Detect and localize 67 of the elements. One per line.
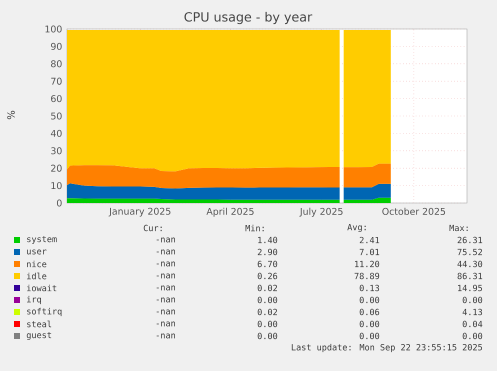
text: 6.70	[258, 260, 278, 268]
legend-label: irq	[27, 296, 41, 304]
text: Cur:	[144, 224, 162, 232]
x-tick-label: July 2025	[299, 208, 343, 217]
text: 75.52	[458, 248, 482, 256]
text: 0.13	[360, 284, 380, 292]
text: 0.02	[258, 308, 278, 316]
text: 0.26	[258, 272, 278, 280]
text: -nan	[156, 310, 175, 314]
y-tick-label: 80	[51, 60, 62, 68]
text: -nan	[156, 322, 175, 326]
y-tick-label: 20	[51, 164, 62, 172]
text: -nan	[156, 298, 175, 302]
text: -nan	[156, 262, 175, 266]
text: 0.00	[360, 320, 380, 328]
text: 2.90	[258, 248, 278, 256]
text: Avg:	[347, 224, 366, 232]
text: -nan	[156, 274, 175, 278]
y-tick-label: 40	[50, 130, 62, 137]
text: 0.00	[360, 332, 380, 340]
text: 0.00	[360, 296, 380, 304]
legend-label: nice	[27, 260, 46, 268]
text: 0.06	[360, 308, 380, 316]
y-tick-label: 60	[51, 95, 62, 102]
chart-title: CPU usage - by year	[184, 12, 312, 24]
legend-label: iowait	[27, 284, 56, 292]
y-tick-label: 70	[51, 78, 62, 85]
text: 4.13	[462, 308, 482, 316]
text: 7.01	[360, 248, 380, 256]
text: 1.40	[258, 236, 278, 244]
text: 44.30	[457, 260, 482, 268]
text: -nan	[156, 334, 175, 338]
text: 86.31	[458, 272, 482, 280]
legend-label: steal	[27, 320, 52, 328]
legend-label: system	[27, 236, 57, 244]
text: -nan	[156, 250, 175, 254]
text: 0.00	[462, 332, 482, 340]
text: 78.89	[354, 272, 380, 280]
y-tick-label: 30	[51, 147, 62, 154]
y-axis-title: %	[7, 110, 15, 120]
text: 0.00	[462, 296, 482, 304]
text: 14.95	[458, 284, 482, 292]
text: 0.00	[258, 296, 278, 304]
text: Min:	[246, 224, 264, 232]
legend-label: guest	[26, 332, 52, 340]
y-tick-label: 90	[51, 42, 62, 50]
text: -nan	[156, 238, 175, 242]
legend-label: idle	[27, 272, 46, 280]
text: -nan	[156, 286, 175, 290]
y-tick-label: 0	[56, 199, 62, 207]
legend-label: softirq	[27, 308, 62, 316]
legend-label: user	[27, 250, 46, 254]
text: 26.31	[458, 236, 482, 244]
text: 0.00	[258, 320, 278, 328]
x-tick-label: April 2025	[206, 208, 254, 217]
text: 0.02	[258, 284, 278, 292]
text: 11.20	[355, 260, 380, 268]
y-tick-label: 100	[46, 25, 62, 33]
text: 2.41	[360, 236, 380, 244]
y-tick-label: 50	[51, 112, 62, 120]
x-tick-label: January 2025	[108, 208, 170, 217]
x-tick-label: October 2025	[382, 208, 446, 215]
text: Last update: Mon Sep 22 23:55:15 2025	[292, 344, 482, 352]
text: Max:	[450, 224, 468, 232]
y-tick-label: 10	[51, 182, 62, 190]
text: 0.00	[258, 332, 278, 340]
text: 0.04	[462, 320, 482, 328]
